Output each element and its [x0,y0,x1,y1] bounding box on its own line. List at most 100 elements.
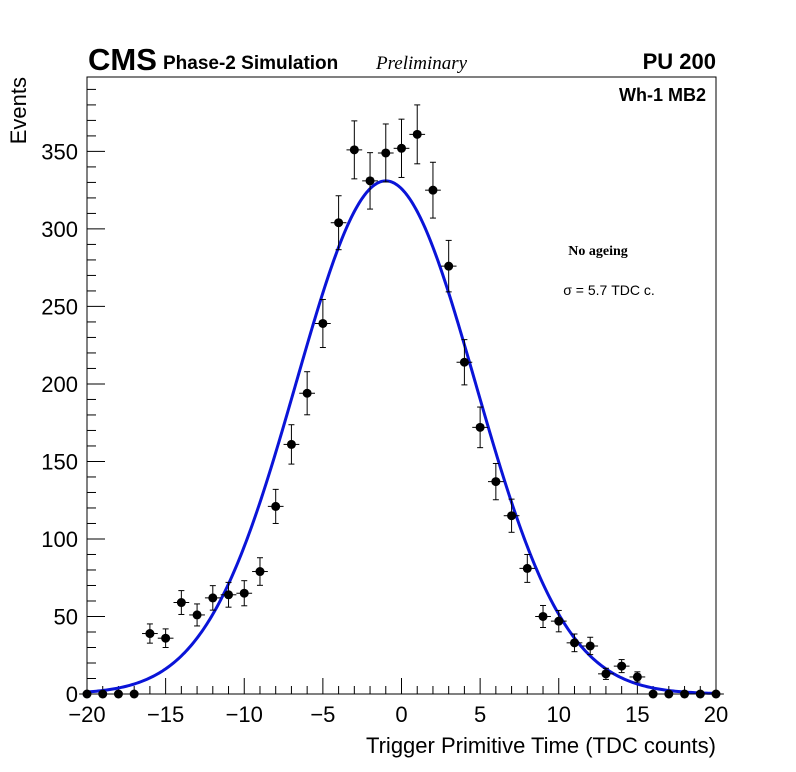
data-point [220,581,237,608]
header-detail: Phase-2 Simulation [163,53,338,74]
data-point [535,604,551,628]
data-point [393,118,410,178]
x-tick-label: 0 [395,702,407,727]
data-marker [271,501,281,511]
data-point [173,590,190,615]
data-marker [538,611,548,621]
data-marker [522,563,532,573]
x-tick-label: −20 [68,702,105,727]
data-marker [554,616,564,626]
header-status: Preliminary [375,53,468,74]
x-tick-label: −10 [226,702,263,727]
data-marker [585,641,595,651]
data-point [613,659,630,674]
x-tick-label: 10 [547,702,571,727]
header-experiment: CMS [88,42,157,77]
data-point [110,689,127,699]
data-point [708,689,724,699]
data-marker [255,567,265,577]
data-point [676,689,693,699]
data-point [456,339,473,386]
header-pileup: PU 200 [643,49,716,74]
data-point [299,371,316,416]
data-marker [98,689,108,699]
data-point [409,104,426,165]
x-tick-label: −15 [147,702,184,727]
data-marker [444,261,454,271]
data-marker [318,318,328,328]
data-marker [475,422,485,432]
data-marker [145,629,155,639]
data-marker [664,689,674,699]
data-point [236,580,253,607]
data-point [377,123,394,183]
y-tick-label: 50 [54,604,78,629]
data-points-group [79,104,724,699]
data-marker [617,661,627,671]
data-point [519,553,536,583]
data-marker [129,689,139,699]
data-marker [349,145,359,155]
data-marker [711,689,721,699]
data-point [487,462,504,501]
annotation-title: No ageing [568,244,628,259]
fit-curve-group [86,179,717,695]
data-point [362,152,378,210]
y-tick-label: 150 [41,449,78,474]
data-point [582,636,599,656]
data-point [692,689,709,699]
data-point [660,689,677,699]
data-marker [302,388,312,398]
data-point [330,195,347,251]
data-marker [601,669,611,679]
data-marker [224,590,234,600]
data-marker [381,148,391,158]
data-marker [397,143,406,153]
data-point [126,689,143,699]
data-marker [491,477,501,487]
y-tick-label: 350 [41,139,78,164]
data-point [157,628,174,648]
data-point [267,488,284,524]
data-point [315,298,331,349]
data-marker [632,672,642,682]
x-axis-label: Trigger Primitive Time (TDC counts) [366,733,716,758]
data-marker [365,176,375,186]
data-point [598,667,614,680]
x-tick-label: 20 [704,702,728,727]
data-marker [680,689,690,699]
y-tick-label: 0 [66,682,78,707]
data-point [472,406,488,449]
region-label: Wh-1 MB2 [619,85,706,105]
annotation-sigma: σ = 5.7 TDC c. [563,282,655,298]
data-point [440,239,457,293]
data-marker [82,689,92,699]
data-point [425,161,441,219]
data-marker [286,439,296,449]
data-marker [161,633,171,643]
fit-curve [86,179,717,695]
data-marker [412,129,422,139]
data-point [503,498,520,533]
data-point [142,623,158,644]
data-marker [334,218,344,228]
data-marker [176,598,186,608]
data-point [645,689,661,699]
data-marker [459,357,469,367]
data-point [346,120,363,180]
data-marker [648,689,658,699]
data-point [566,633,583,653]
x-tick-label: −5 [310,702,335,727]
data-marker [569,638,579,648]
data-point [629,671,646,683]
x-tick-label: 15 [625,702,649,727]
y-tick-label: 300 [41,217,78,242]
data-marker [192,610,202,620]
data-marker [239,588,249,598]
y-tick-label: 100 [41,527,78,552]
data-point [79,689,95,699]
data-point [204,585,221,611]
y-tick-label: 250 [41,294,78,319]
